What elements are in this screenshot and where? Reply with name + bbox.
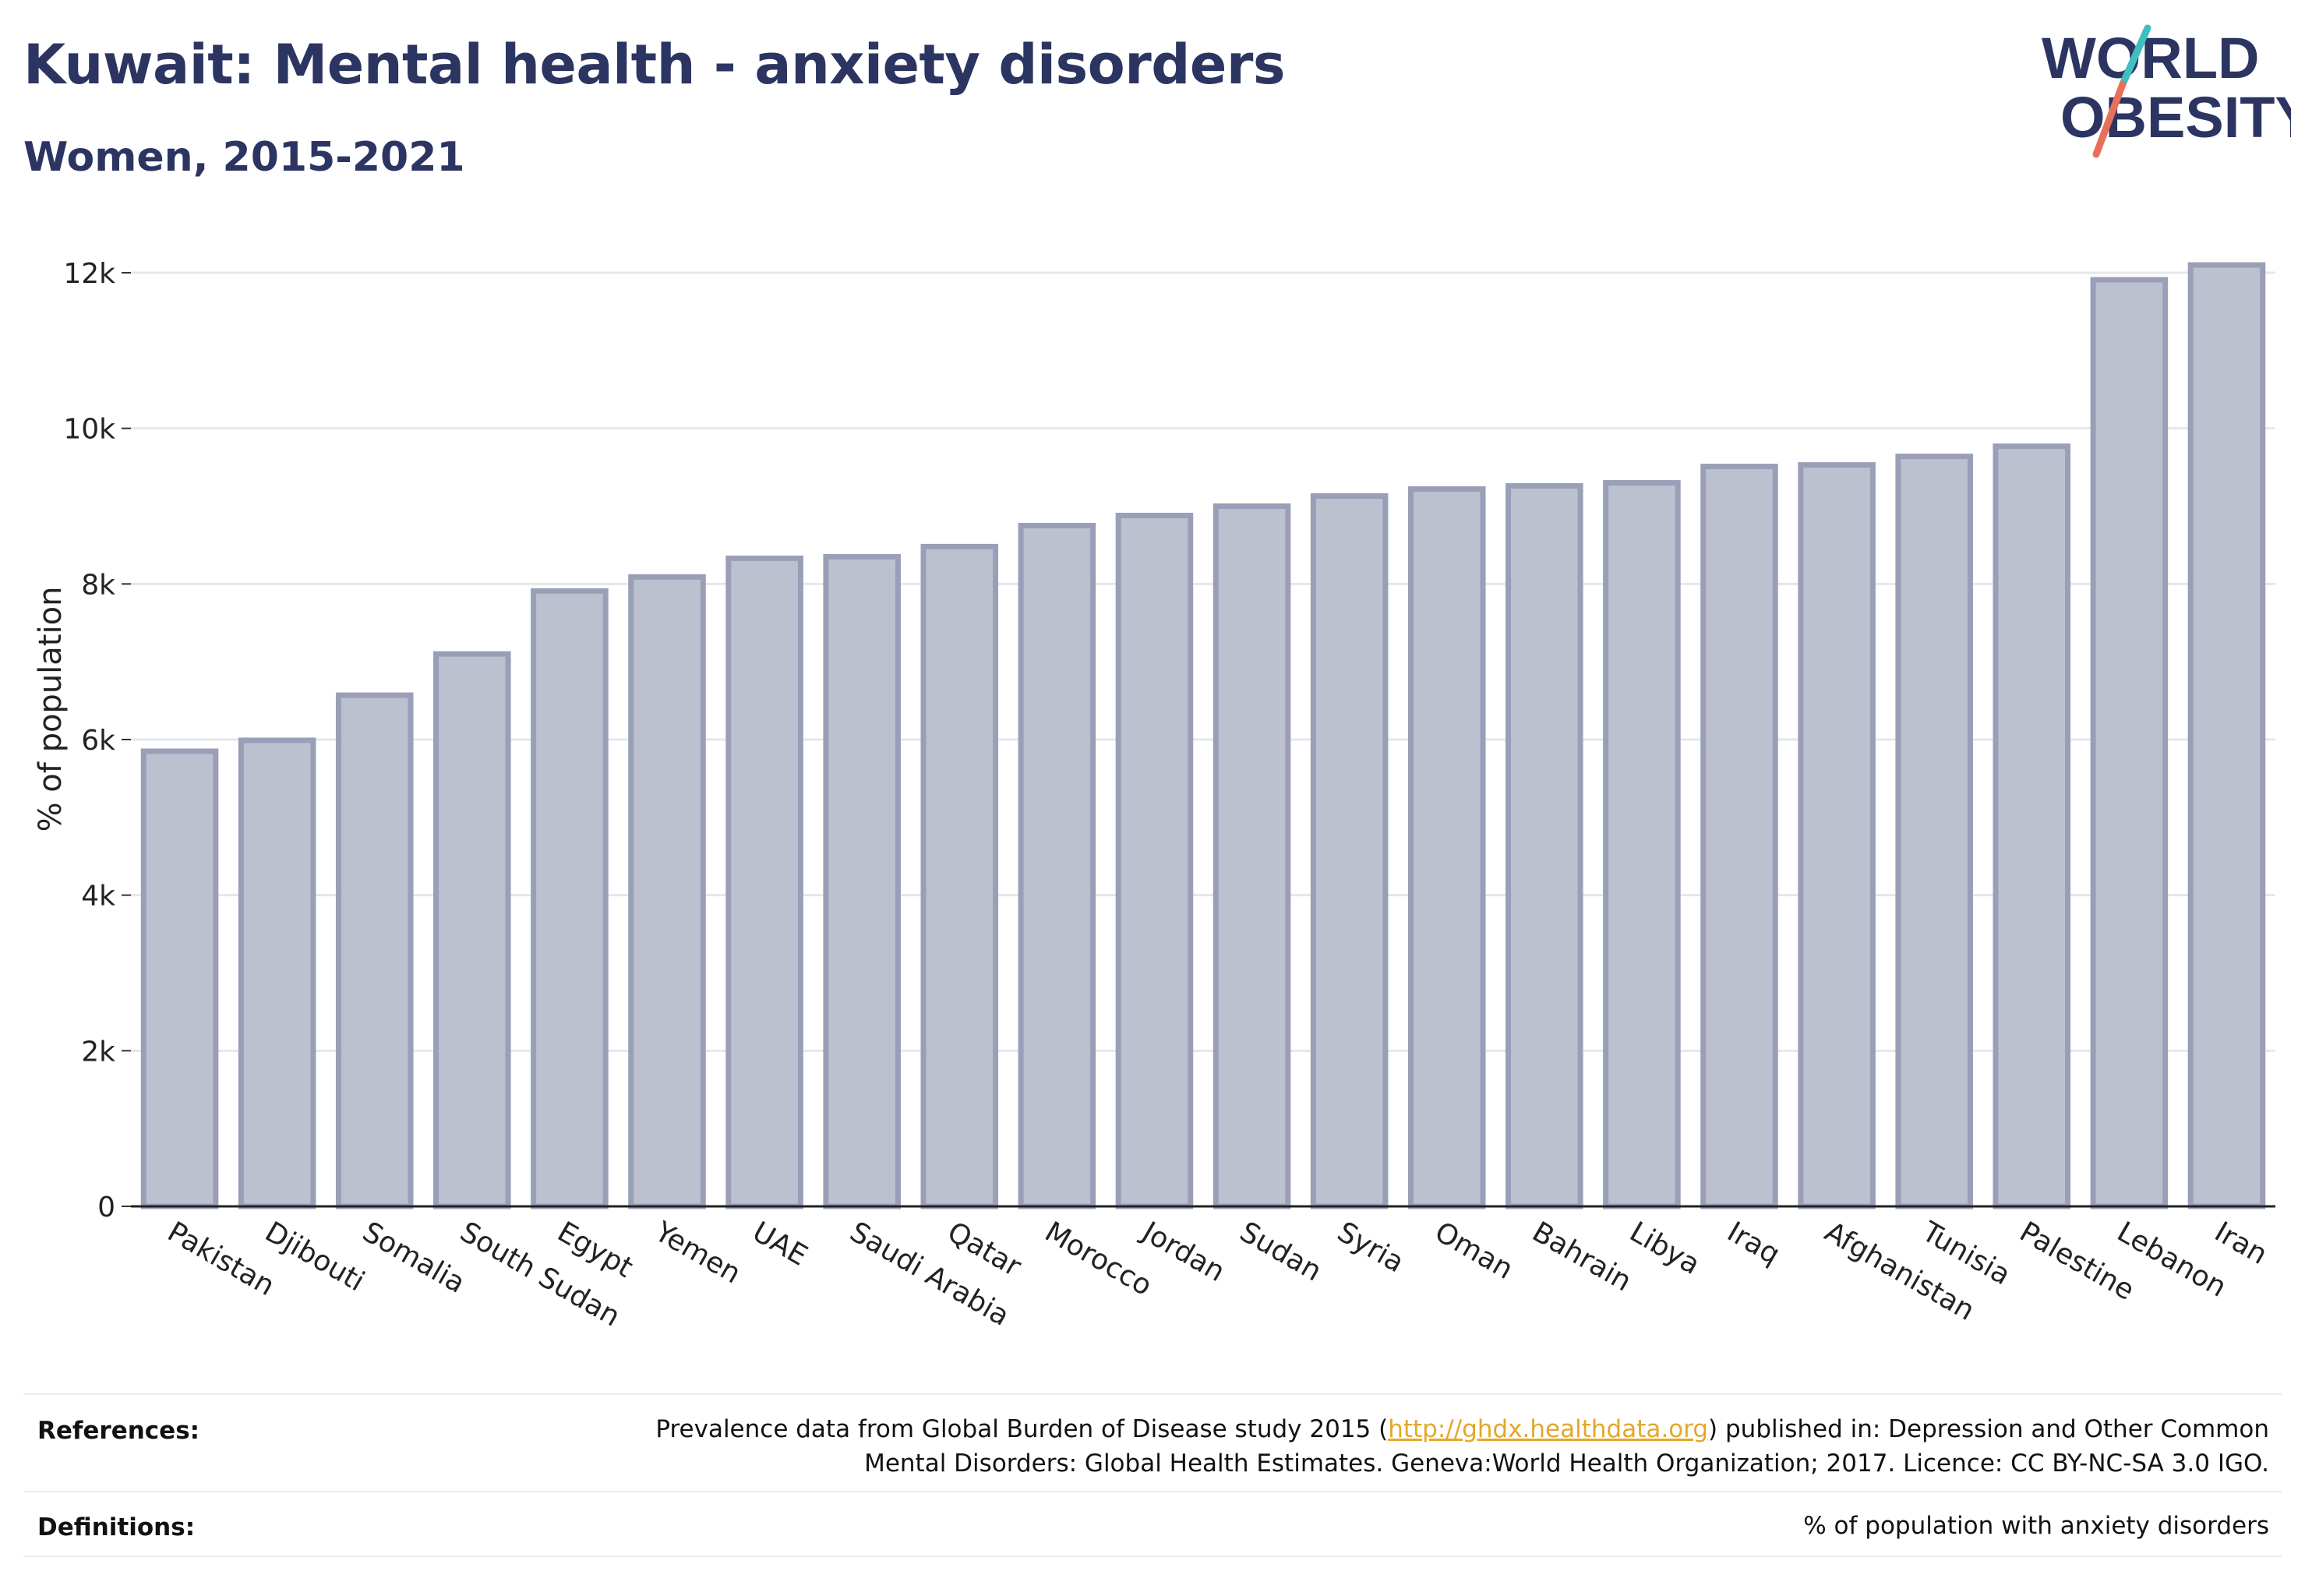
logo-slash-top <box>2119 24 2151 88</box>
bar-iraq <box>1700 464 1778 1209</box>
bar-south-sudan <box>433 651 511 1209</box>
x-tick-label: Oman <box>1429 1216 1518 1286</box>
references-text: Prevalence data from Global Burden of Di… <box>655 1412 2269 1481</box>
footer-divider-bottom <box>23 1555 2282 1557</box>
y-tick-label: 12k <box>63 258 115 290</box>
x-tick-label: Sudan <box>1234 1216 1327 1287</box>
references-line-2: Mental Disorders: Global Health Estimate… <box>864 1449 2269 1478</box>
bar-pakistan <box>140 748 219 1209</box>
x-tick-label: Iraq <box>1722 1216 1785 1271</box>
bar-yemen <box>628 574 706 1209</box>
x-tick-label: UAE <box>747 1216 813 1272</box>
world-obesity-logo: WORLD OBESITY <box>2042 24 2291 158</box>
x-tick-label: Syria <box>1332 1216 1409 1279</box>
bar-jordan <box>1115 512 1194 1209</box>
x-tick-label: Pakistan <box>162 1216 280 1302</box>
definitions-text: % of population with anxiety disorders <box>1803 1512 2269 1540</box>
y-tick-label: 10k <box>63 414 115 446</box>
x-tick-label: Iran <box>2209 1216 2272 1271</box>
references-link[interactable]: http://ghdx.healthdata.org <box>1388 1415 1709 1443</box>
bar-libya <box>1603 480 1681 1209</box>
bar-saudi-arabia <box>823 553 901 1209</box>
bar-oman <box>1407 486 1486 1209</box>
bar-egypt <box>531 588 609 1209</box>
y-tick-label: 2k <box>81 1036 115 1068</box>
bar-lebanon <box>2090 277 2169 1209</box>
bar-tunisia <box>1895 454 1973 1209</box>
bar-somalia <box>335 692 414 1209</box>
bar-djibouti <box>238 737 316 1209</box>
chart-subtitle: Women, 2015-2021 <box>23 134 465 181</box>
references-label: References: <box>37 1417 200 1445</box>
bar-uae <box>725 555 803 1209</box>
x-tick-label: Bahrain <box>1527 1216 1636 1298</box>
y-axis-label: % of population <box>33 587 69 832</box>
footer-divider-middle <box>23 1491 2282 1492</box>
bar-afghanistan <box>1798 462 1876 1209</box>
bar-syria <box>1310 493 1389 1209</box>
y-tick-label: 4k <box>81 881 115 913</box>
bar-bahrain <box>1505 483 1583 1209</box>
x-tick-label: Morocco <box>1040 1216 1157 1302</box>
bar-chart: 02k4k6k8k10k12kPakistanDjiboutiSomaliaSo… <box>33 258 2275 1333</box>
bar-morocco <box>1018 522 1096 1209</box>
x-tick-label: Somalia <box>357 1216 470 1300</box>
x-tick-label: Djibouti <box>259 1216 369 1298</box>
x-tick-label: Yemen <box>649 1216 747 1291</box>
bars <box>140 262 2266 1209</box>
bar-sudan <box>1213 503 1291 1209</box>
y-tick-label: 6k <box>81 725 115 757</box>
footer-divider-top <box>23 1393 2282 1395</box>
x-tick-label: Libya <box>1624 1216 1705 1281</box>
y-tick-label: 0 <box>97 1192 115 1223</box>
references-line-1: Prevalence data from Global Burden of Di… <box>655 1415 2269 1443</box>
logo-slash-bottom <box>2092 80 2127 158</box>
bar-iran <box>2187 262 2266 1209</box>
y-tick-label: 8k <box>81 569 115 601</box>
chart-title: Kuwait: Mental health - anxiety disorder… <box>23 33 1286 97</box>
logo-line-world: WORLD <box>2042 26 2260 90</box>
bar-qatar <box>920 543 999 1209</box>
definitions-label: Definitions: <box>37 1513 196 1541</box>
bar-palestine <box>1993 443 2071 1209</box>
